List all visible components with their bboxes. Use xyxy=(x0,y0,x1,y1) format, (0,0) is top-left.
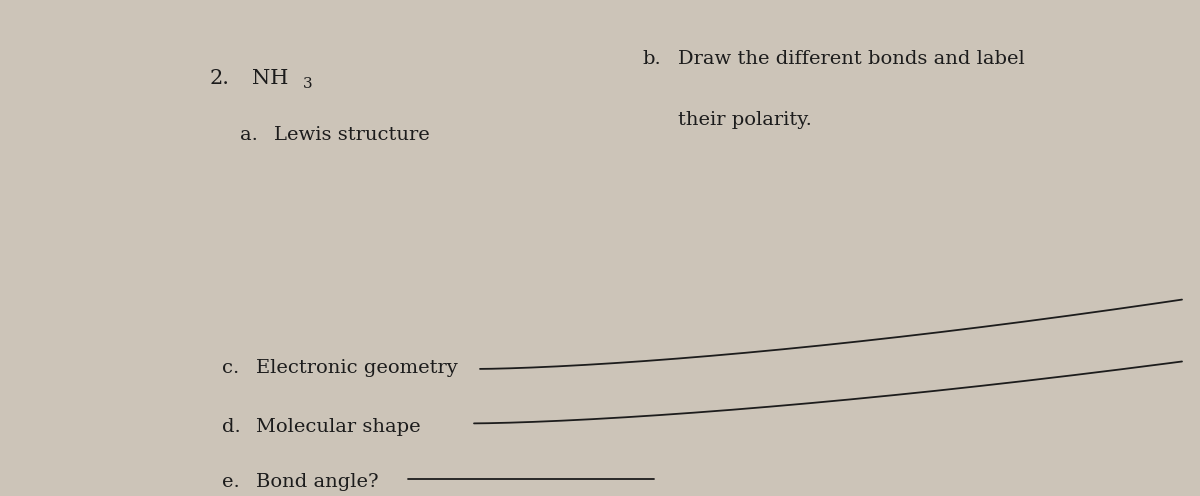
Text: Draw the different bonds and label: Draw the different bonds and label xyxy=(678,50,1025,67)
Text: 3: 3 xyxy=(302,77,312,91)
Text: c.: c. xyxy=(222,359,239,377)
Text: their polarity.: their polarity. xyxy=(678,112,812,129)
Text: Lewis structure: Lewis structure xyxy=(274,126,430,144)
Text: NH: NH xyxy=(252,69,288,88)
Text: e.: e. xyxy=(222,473,240,491)
Text: Electronic geometry: Electronic geometry xyxy=(256,359,457,377)
Text: 2.: 2. xyxy=(210,69,230,88)
Text: Molecular shape: Molecular shape xyxy=(256,419,420,436)
Text: Bond angle?: Bond angle? xyxy=(256,473,378,491)
Text: b.: b. xyxy=(642,50,661,67)
Text: a.: a. xyxy=(240,126,258,144)
Text: d.: d. xyxy=(222,419,241,436)
